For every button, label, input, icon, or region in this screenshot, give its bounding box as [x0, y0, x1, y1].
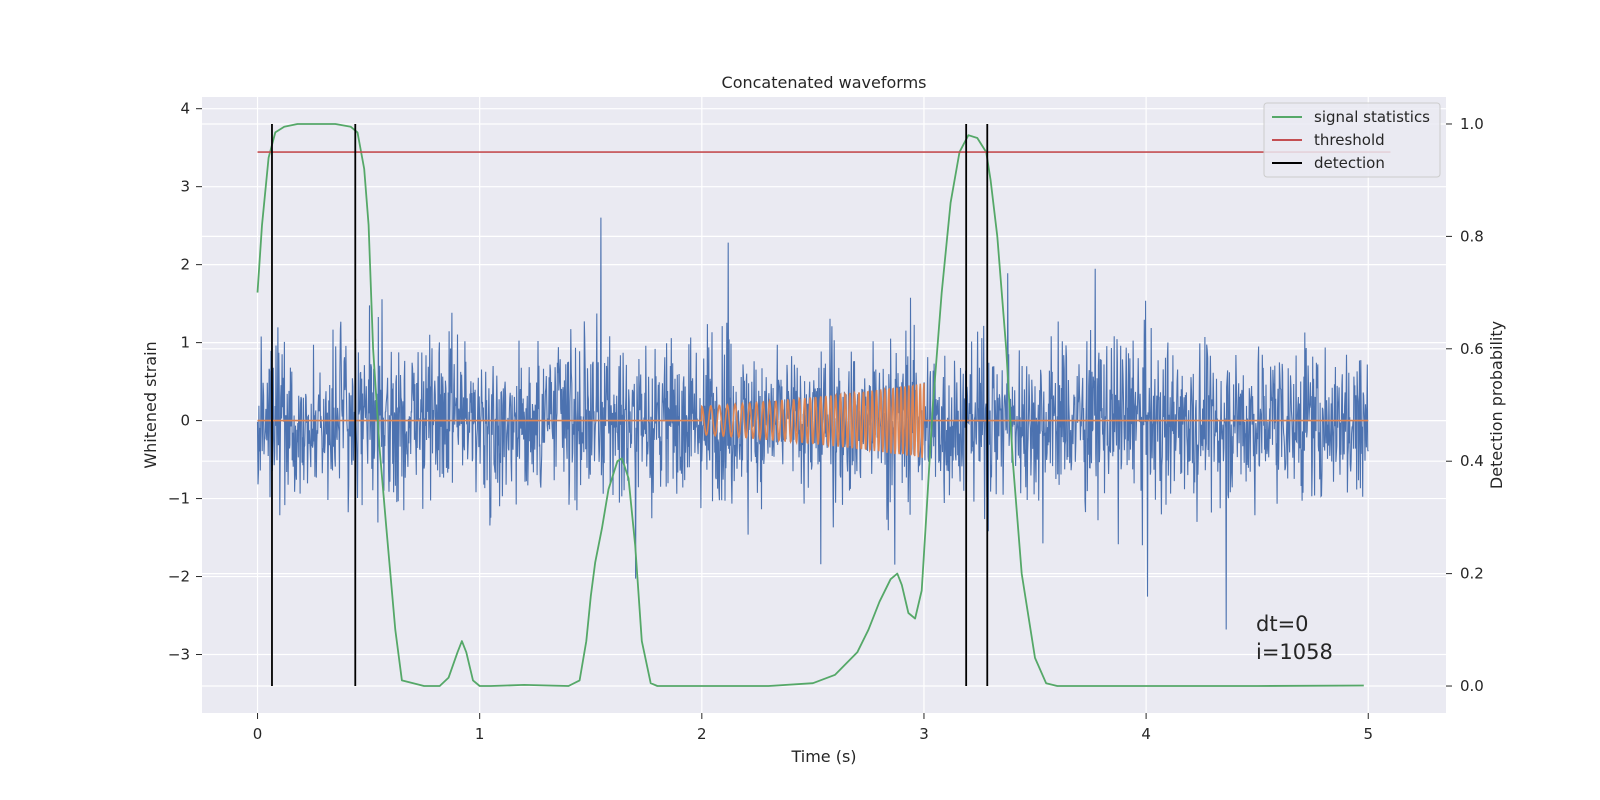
y-axis-label: Whitened strain: [141, 341, 160, 468]
legend-label-threshold: threshold: [1314, 131, 1385, 149]
annotation-dt: dt=0: [1256, 612, 1309, 636]
x-tick-label: 4: [1141, 725, 1151, 743]
injected-signal-line: [257, 383, 1369, 458]
y2-tick-label: 0.0: [1460, 677, 1484, 695]
y2-tick-label: 1.0: [1460, 115, 1484, 133]
x-tick-label: 2: [697, 725, 707, 743]
y-tick-label: −2: [168, 568, 190, 586]
y-tick-label: −1: [168, 490, 190, 508]
y-tick-label: 2: [180, 256, 190, 274]
x-tick-label: 1: [475, 725, 485, 743]
annotation-index: i=1058: [1256, 640, 1333, 664]
chart-title: Concatenated waveforms: [722, 73, 927, 92]
y-tick-label: 4: [180, 100, 190, 118]
y2-tick-label: 0.4: [1460, 452, 1484, 470]
y-tick-label: −3: [168, 646, 190, 664]
plot-series: [256, 123, 1391, 687]
x-tick-label: 0: [253, 725, 263, 743]
y2-tick-label: 0.8: [1460, 227, 1484, 245]
legend-box: [1263, 102, 1441, 178]
legend: signal statistics threshold detection: [1263, 102, 1441, 178]
y2-tick-label: 0.2: [1460, 565, 1484, 583]
x-axis-label: Time (s): [790, 747, 856, 766]
legend-label-detection: detection: [1314, 154, 1385, 172]
axis-ticks: 0 1 2 3 4 5 −3 −2 −1 0 1 2 3 4 0.0 0.2 0.4 0.6 0.8 1.0: [168, 100, 1484, 743]
y2-tick-label: 0.6: [1460, 340, 1484, 358]
x-tick-label: 5: [1363, 725, 1373, 743]
y-tick-label: 0: [180, 412, 190, 430]
y-tick-label: 3: [180, 178, 190, 196]
y2-axis-label: Detection probability: [1487, 321, 1506, 489]
signal-statistics-line: [256, 123, 1364, 687]
x-tick-label: 3: [919, 725, 929, 743]
y-tick-label: 1: [180, 334, 190, 352]
noise-series-line: [256, 217, 1369, 630]
legend-label-signal-statistics: signal statistics: [1314, 108, 1430, 126]
